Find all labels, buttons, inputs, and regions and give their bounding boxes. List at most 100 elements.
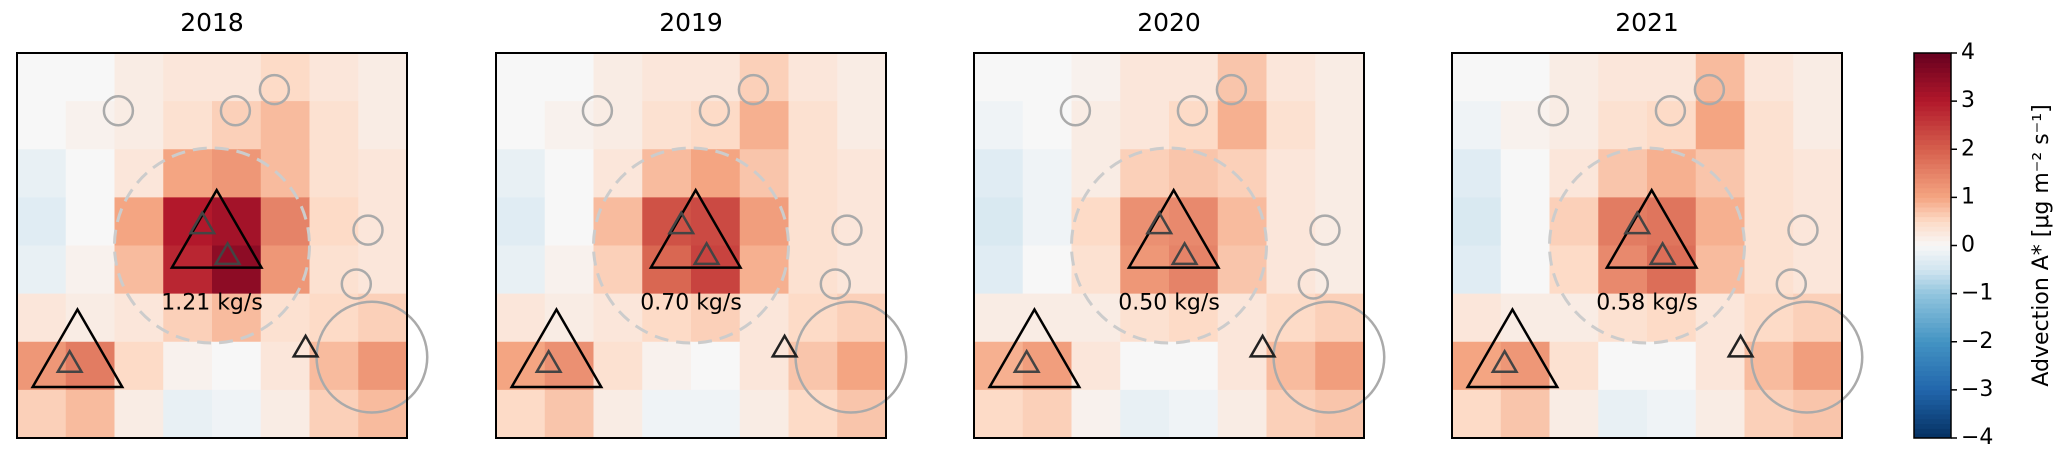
colorbar-segment [1914,404,1951,410]
panel-title: 2021 [1615,8,1679,37]
heatmap-cell [642,101,692,150]
colorbar-segment [1914,346,1951,352]
colorbar-segment [1914,269,1951,275]
annotation: 0.70 kg/s [640,290,742,315]
heatmap-cell [642,53,692,102]
heatmap-cell [65,341,115,391]
heatmap-cell [358,389,408,439]
heatmap-cell [1120,341,1170,391]
panel-frame [973,52,1365,439]
heatmap-cell [309,197,359,246]
colorbar-segment [1914,115,1951,121]
colorbar-segment [1914,120,1951,126]
heatmap-cell [65,101,115,150]
heatmap-cell [739,341,789,391]
site-triangle [1490,348,1519,373]
colorbar-tick-label: 4 [1961,40,1975,65]
source-circle [1309,214,1341,246]
colorbar-segment [1914,67,1951,73]
heatmap-cell [739,389,789,439]
colorbar-segment [1914,293,1951,299]
heatmap-cell [358,341,408,391]
heatmap-cell [163,293,213,343]
heatmap-cell [1598,101,1648,150]
source-circle [1654,95,1687,127]
heatmap-cell [496,149,546,198]
colorbar-segment [1914,264,1951,271]
heatmap-cell [1315,341,1365,391]
heatmap-cell [65,149,115,198]
colorbar-segment [1914,418,1951,425]
colorbar-tick-label: 0 [1961,233,1975,258]
heatmap-cell [260,149,310,198]
heatmap-cell [114,53,164,102]
heatmap-cell [1598,293,1648,343]
colorbar-segment [1914,413,1951,420]
heatmap-cell [593,293,643,343]
heatmap-cell [1315,245,1365,295]
site-triangle [213,240,242,266]
heatmap-cell [788,101,838,150]
colorbar-segment [1914,53,1951,59]
heatmap-cell [496,53,546,102]
annotation: 0.58 kg/s [1596,290,1698,315]
heatmap-cell [544,341,594,391]
heatmap-cell [358,245,408,295]
heatmap-cell [1071,293,1121,343]
source-circle [1059,95,1092,127]
heatmap-cell [1598,341,1648,391]
heatmap-cell [1500,101,1550,150]
heatmap-cell [1266,197,1316,246]
panel-frame [16,52,408,439]
heatmap-cell [1452,197,1502,246]
colorbar-segment [1914,428,1951,434]
colorbar-segment [1914,365,1951,372]
facility-triangle [987,306,1082,389]
heatmap-cell [788,149,838,198]
source-circle [1297,268,1330,300]
heatmap-cell [260,197,310,246]
colorbar-segment [1914,361,1951,367]
heatmap-cell [1169,197,1219,246]
panel-title: 2018 [180,8,244,37]
heatmap-cell [163,245,213,295]
colorbar-segment [1914,91,1951,97]
colorbar-segment [1914,81,1951,88]
heatmap-cell [691,149,741,198]
heatmap-cell [1169,53,1219,102]
heatmap-cell [739,149,789,198]
site-triangle [1145,210,1174,235]
colorbar-segment [1914,351,1951,357]
heatmap-cell [1793,341,1843,391]
colorbar-segment [1914,158,1951,165]
colorbar-segment [1914,62,1951,68]
colorbar-segment [1914,144,1951,150]
colorbar-segment [1914,163,1951,169]
site-triangle [291,333,320,358]
colorbar-segment [1914,125,1951,131]
heatmap-cell [1452,389,1502,439]
heatmap-cell [1022,245,1072,295]
heatmap-cell [163,341,213,391]
heatmap-cell [1266,101,1316,150]
site-triangle [534,348,563,373]
region-circle [1548,146,1746,345]
panel: 2019 0.70 kg/s [495,8,908,439]
heatmap-cell [837,101,887,150]
heatmap-cell [788,53,838,102]
heatmap-cell [1647,341,1697,391]
heatmap-cell [65,53,115,102]
site-triangle [1248,333,1277,358]
heatmap-cell [496,341,546,391]
heatmap-cell [593,245,643,295]
colorbar-segment [1914,399,1951,405]
heatmap-cell [1266,149,1316,198]
colorbar-segment [1914,130,1951,136]
colorbar-segment [1914,134,1951,141]
colorbar-segment [1914,182,1951,189]
heatmap-cell [1793,101,1843,150]
heatmap-cell [1647,197,1697,246]
heatmap-cell [1695,197,1745,246]
colorbar-segment [1914,231,1951,237]
